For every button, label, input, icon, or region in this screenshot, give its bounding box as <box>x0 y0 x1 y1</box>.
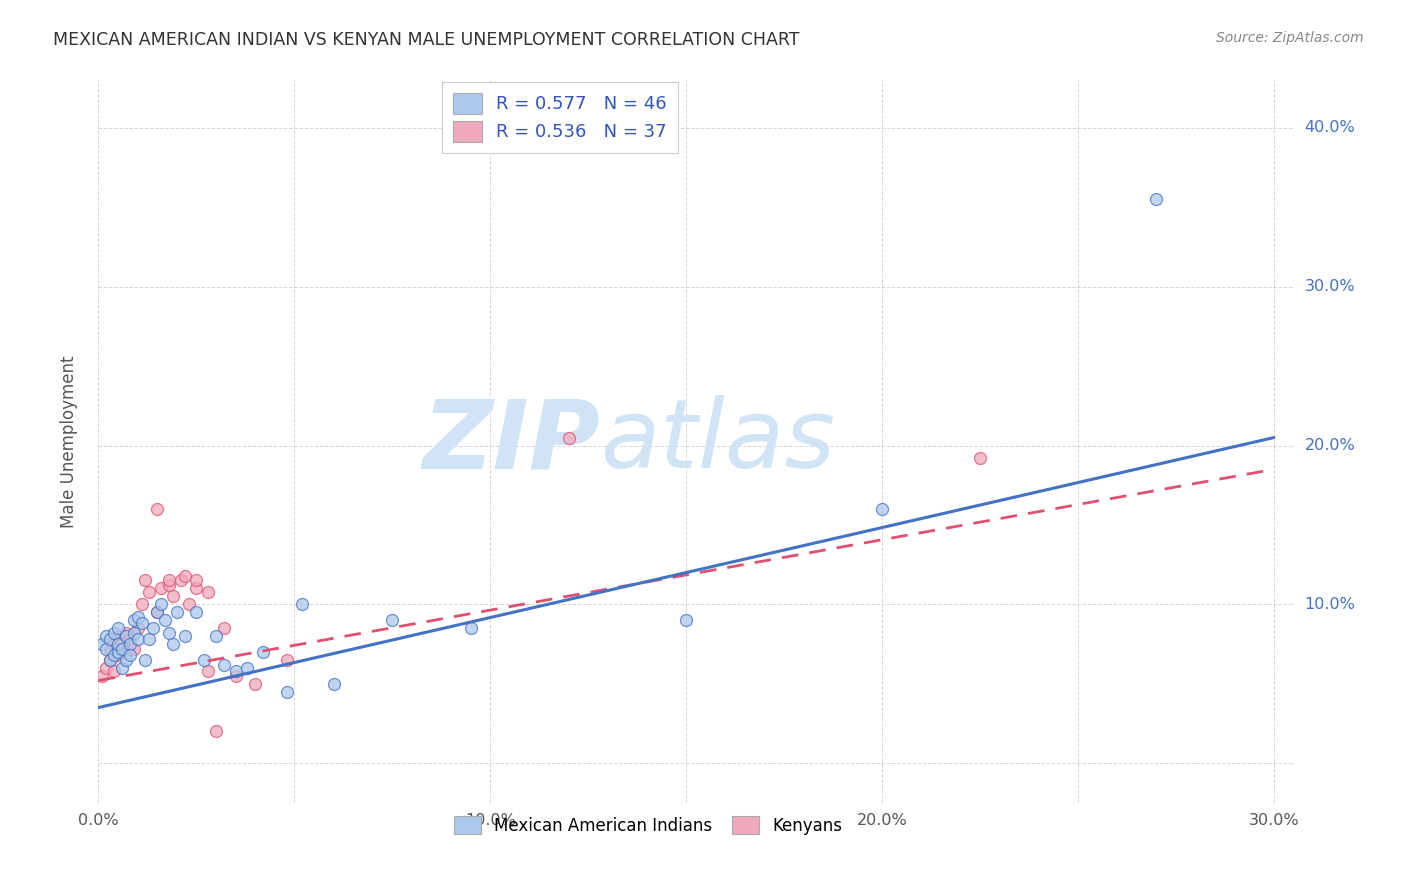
Point <box>107 645 129 659</box>
Point <box>138 632 160 647</box>
Point <box>381 613 404 627</box>
Point <box>186 582 208 596</box>
Legend: Mexican American Indians, Kenyans: Mexican American Indians, Kenyans <box>447 809 849 841</box>
Point <box>236 661 259 675</box>
Point <box>212 621 235 635</box>
Point <box>157 574 180 588</box>
Point <box>91 637 114 651</box>
Point <box>675 613 697 627</box>
Point <box>115 629 138 643</box>
Text: 40.0%: 40.0% <box>1305 120 1355 136</box>
Point <box>146 605 169 619</box>
Point <box>186 605 208 619</box>
Point <box>157 578 180 592</box>
Point <box>205 629 228 643</box>
Point <box>173 629 195 643</box>
Point <box>103 637 125 651</box>
Point <box>131 597 153 611</box>
Point <box>107 629 129 643</box>
Point <box>173 568 195 582</box>
Point <box>177 597 200 611</box>
Point <box>225 664 247 678</box>
Point <box>127 610 149 624</box>
Point <box>96 629 118 643</box>
Point <box>146 502 169 516</box>
Text: 20.0%: 20.0% <box>1305 438 1355 453</box>
Point <box>127 621 149 635</box>
Point <box>98 632 121 647</box>
Point <box>134 653 156 667</box>
Point <box>107 621 129 635</box>
Point <box>118 648 141 662</box>
Point <box>870 502 893 516</box>
Point <box>170 574 193 588</box>
Point <box>460 621 482 635</box>
Point <box>157 626 180 640</box>
Point <box>162 637 184 651</box>
Point <box>150 597 173 611</box>
Point <box>103 626 125 640</box>
Point <box>115 626 138 640</box>
Point <box>276 684 298 698</box>
Point <box>150 582 173 596</box>
Point <box>118 632 141 647</box>
Point <box>186 574 208 588</box>
Point <box>243 676 266 690</box>
Point <box>252 645 274 659</box>
Point <box>103 648 125 662</box>
Point <box>107 637 129 651</box>
Point <box>115 653 138 667</box>
Point <box>205 724 228 739</box>
Point <box>96 661 118 675</box>
Text: MEXICAN AMERICAN INDIAN VS KENYAN MALE UNEMPLOYMENT CORRELATION CHART: MEXICAN AMERICAN INDIAN VS KENYAN MALE U… <box>53 31 800 49</box>
Point <box>212 657 235 672</box>
Point <box>276 653 298 667</box>
Point <box>142 621 165 635</box>
Point <box>118 637 141 651</box>
Text: 10.0%: 10.0% <box>1305 597 1355 612</box>
Point <box>96 641 118 656</box>
Point <box>131 616 153 631</box>
Point <box>197 664 219 678</box>
Point <box>197 584 219 599</box>
Point <box>98 653 121 667</box>
Point <box>138 584 160 599</box>
Point <box>122 626 145 640</box>
Point <box>122 641 145 656</box>
Point <box>111 637 134 651</box>
Point <box>111 661 134 675</box>
Text: 30.0%: 30.0% <box>1305 279 1355 294</box>
Point <box>127 632 149 647</box>
Point <box>1144 193 1167 207</box>
Point <box>111 641 134 656</box>
Point <box>225 669 247 683</box>
Point <box>91 669 114 683</box>
Point <box>115 645 138 659</box>
Point <box>153 613 176 627</box>
Text: Source: ZipAtlas.com: Source: ZipAtlas.com <box>1216 31 1364 45</box>
Point <box>122 613 145 627</box>
Text: ZIP: ZIP <box>422 395 600 488</box>
Point <box>134 574 156 588</box>
Point <box>291 597 314 611</box>
Point <box>193 653 215 667</box>
Point <box>98 641 121 656</box>
Point <box>162 590 184 604</box>
Point <box>107 648 129 662</box>
Point <box>146 605 169 619</box>
Point <box>103 664 125 678</box>
Point <box>322 676 344 690</box>
Point <box>969 451 991 466</box>
Y-axis label: Male Unemployment: Male Unemployment <box>59 355 77 528</box>
Point <box>98 653 121 667</box>
Point <box>166 605 188 619</box>
Point <box>557 431 579 445</box>
Text: atlas: atlas <box>600 395 835 488</box>
